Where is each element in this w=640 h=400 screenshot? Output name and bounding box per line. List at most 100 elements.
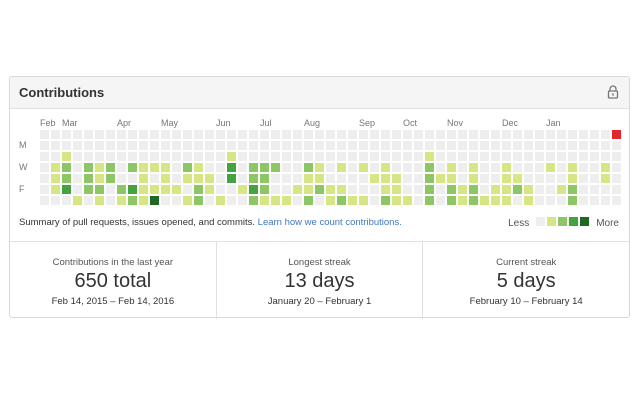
contribution-day[interactable] xyxy=(106,185,115,194)
contribution-day[interactable] xyxy=(84,141,93,150)
contribution-day[interactable] xyxy=(513,196,522,205)
contribution-day[interactable] xyxy=(161,163,170,172)
contribution-day[interactable] xyxy=(458,152,467,161)
contribution-day[interactable] xyxy=(326,196,335,205)
lock-icon[interactable] xyxy=(607,85,619,99)
contribution-day[interactable] xyxy=(205,163,214,172)
contribution-day[interactable] xyxy=(161,174,170,183)
contribution-day[interactable] xyxy=(348,196,357,205)
contribution-day[interactable] xyxy=(315,130,324,139)
contribution-day[interactable] xyxy=(535,130,544,139)
contribution-day[interactable] xyxy=(590,196,599,205)
contribution-day[interactable] xyxy=(436,163,445,172)
contribution-day[interactable] xyxy=(337,152,346,161)
contribution-day[interactable] xyxy=(447,185,456,194)
contribution-day[interactable] xyxy=(183,152,192,161)
contribution-day[interactable] xyxy=(469,163,478,172)
contribution-day[interactable] xyxy=(260,130,269,139)
contribution-day[interactable] xyxy=(326,130,335,139)
contribution-day[interactable] xyxy=(348,130,357,139)
contribution-day[interactable] xyxy=(381,152,390,161)
contribution-day[interactable] xyxy=(535,163,544,172)
contribution-day[interactable] xyxy=(172,130,181,139)
contribution-day[interactable] xyxy=(502,141,511,150)
contribution-day[interactable] xyxy=(403,185,412,194)
contribution-day[interactable] xyxy=(227,141,236,150)
contribution-day[interactable] xyxy=(117,163,126,172)
contribution-day[interactable] xyxy=(282,152,291,161)
contribution-day[interactable] xyxy=(249,152,258,161)
contribution-day[interactable] xyxy=(106,152,115,161)
contribution-day[interactable] xyxy=(293,141,302,150)
contribution-day[interactable] xyxy=(568,163,577,172)
contribution-day[interactable] xyxy=(238,174,247,183)
contribution-day[interactable] xyxy=(282,196,291,205)
contribution-day[interactable] xyxy=(117,152,126,161)
contribution-day[interactable] xyxy=(183,174,192,183)
contribution-day[interactable] xyxy=(183,185,192,194)
contribution-day[interactable] xyxy=(370,196,379,205)
contribution-day[interactable] xyxy=(161,152,170,161)
contribution-day[interactable] xyxy=(194,152,203,161)
contribution-day[interactable] xyxy=(535,152,544,161)
contribution-day[interactable] xyxy=(502,163,511,172)
contribution-day[interactable] xyxy=(161,196,170,205)
contribution-day[interactable] xyxy=(568,130,577,139)
contribution-day[interactable] xyxy=(216,141,225,150)
contribution-day[interactable] xyxy=(359,174,368,183)
contribution-day[interactable] xyxy=(546,174,555,183)
contribution-day[interactable] xyxy=(601,185,610,194)
contribution-day[interactable] xyxy=(502,130,511,139)
contribution-day[interactable] xyxy=(458,141,467,150)
contribution-day[interactable] xyxy=(359,163,368,172)
contribution-day[interactable] xyxy=(579,130,588,139)
contribution-day[interactable] xyxy=(612,196,621,205)
contribution-day[interactable] xyxy=(194,196,203,205)
contribution-day[interactable] xyxy=(73,163,82,172)
contribution-day[interactable] xyxy=(601,130,610,139)
contribution-day[interactable] xyxy=(359,152,368,161)
contribution-day[interactable] xyxy=(447,141,456,150)
contribution-day[interactable] xyxy=(480,174,489,183)
contribution-day[interactable] xyxy=(557,174,566,183)
contribution-day[interactable] xyxy=(381,174,390,183)
contribution-day[interactable] xyxy=(469,185,478,194)
contribution-day[interactable] xyxy=(381,163,390,172)
contribution-day[interactable] xyxy=(62,130,71,139)
contribution-day[interactable] xyxy=(304,163,313,172)
contribution-day[interactable] xyxy=(612,174,621,183)
contribution-day[interactable] xyxy=(546,163,555,172)
contribution-day[interactable] xyxy=(183,163,192,172)
contribution-day[interactable] xyxy=(40,141,49,150)
contribution-day[interactable] xyxy=(348,163,357,172)
contribution-day[interactable] xyxy=(73,152,82,161)
contribution-day[interactable] xyxy=(524,152,533,161)
contribution-day[interactable] xyxy=(612,185,621,194)
contribution-day[interactable] xyxy=(249,185,258,194)
contribution-day[interactable] xyxy=(95,130,104,139)
contribution-day[interactable] xyxy=(95,196,104,205)
contribution-day[interactable] xyxy=(62,152,71,161)
contribution-day[interactable] xyxy=(524,196,533,205)
contribution-day[interactable] xyxy=(612,152,621,161)
contribution-day[interactable] xyxy=(40,152,49,161)
contribution-day[interactable] xyxy=(216,185,225,194)
contribution-day[interactable] xyxy=(436,130,445,139)
contribution-day[interactable] xyxy=(535,185,544,194)
contribution-day[interactable] xyxy=(436,174,445,183)
contribution-day[interactable] xyxy=(568,174,577,183)
contribution-day[interactable] xyxy=(480,130,489,139)
contribution-day[interactable] xyxy=(469,152,478,161)
contribution-day[interactable] xyxy=(293,174,302,183)
contribution-day[interactable] xyxy=(84,130,93,139)
contribution-day[interactable] xyxy=(260,141,269,150)
contribution-day[interactable] xyxy=(590,141,599,150)
contribution-day[interactable] xyxy=(216,152,225,161)
contribution-day[interactable] xyxy=(293,196,302,205)
contribution-day[interactable] xyxy=(117,185,126,194)
contribution-day[interactable] xyxy=(425,163,434,172)
contribution-day[interactable] xyxy=(194,130,203,139)
contribution-day[interactable] xyxy=(249,196,258,205)
contribution-day[interactable] xyxy=(139,163,148,172)
contribution-day[interactable] xyxy=(315,163,324,172)
